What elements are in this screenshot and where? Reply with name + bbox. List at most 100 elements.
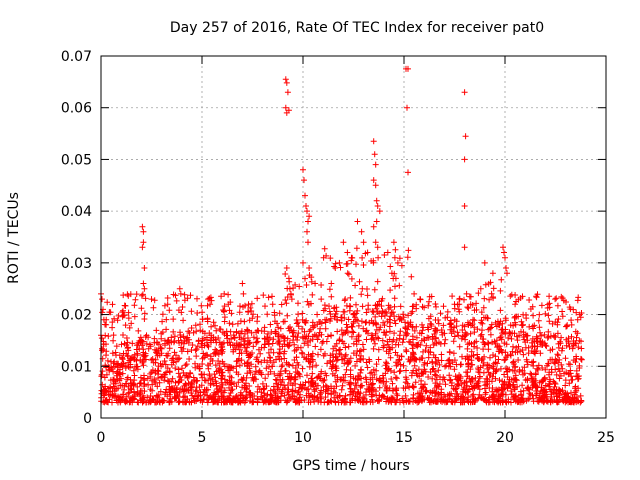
data-point	[352, 362, 359, 369]
data-point	[181, 291, 188, 298]
data-point	[374, 203, 381, 209]
data-point	[450, 350, 457, 357]
data-point	[551, 359, 558, 366]
data-point	[151, 297, 158, 304]
data-point	[193, 353, 200, 360]
data-point	[344, 270, 351, 277]
data-point	[409, 383, 416, 390]
data-point	[332, 399, 339, 406]
data-point	[346, 399, 353, 406]
data-point	[442, 336, 449, 343]
data-point	[534, 335, 541, 342]
data-point	[312, 280, 319, 287]
data-point	[303, 317, 310, 324]
x-tick-label: 15	[395, 430, 413, 446]
data-point	[282, 76, 289, 83]
data-point	[136, 380, 143, 387]
data-point	[302, 335, 309, 342]
data-point	[497, 307, 504, 314]
data-point	[481, 295, 488, 302]
data-point	[461, 384, 468, 391]
data-point	[485, 396, 492, 403]
x-tick-label: 0	[97, 430, 106, 446]
data-point	[480, 359, 487, 366]
data-point	[393, 399, 400, 406]
data-point	[416, 395, 423, 402]
data-point	[111, 315, 118, 322]
data-point	[264, 330, 271, 337]
data-point	[116, 369, 123, 376]
data-point	[490, 352, 496, 358]
data-point	[574, 373, 581, 380]
data-point	[281, 337, 287, 344]
data-point	[425, 374, 432, 380]
data-point	[305, 351, 312, 358]
data-point	[397, 367, 404, 374]
data-point	[380, 319, 387, 326]
data-point	[283, 399, 290, 406]
data-point	[492, 359, 499, 366]
data-point	[467, 330, 474, 337]
data-point	[244, 327, 251, 334]
data-point	[570, 357, 577, 364]
data-point	[245, 309, 252, 315]
data-point	[566, 370, 573, 377]
data-point	[554, 302, 561, 309]
data-point	[558, 293, 565, 300]
data-point	[102, 321, 108, 328]
data-point	[525, 350, 532, 357]
data-point	[303, 203, 309, 209]
data-point	[334, 317, 341, 323]
data-point	[426, 298, 432, 305]
data-point	[400, 362, 407, 369]
data-point	[497, 392, 504, 399]
data-point	[317, 319, 324, 325]
data-point	[392, 349, 399, 356]
data-point	[410, 391, 417, 398]
data-point	[166, 307, 173, 314]
data-point	[522, 344, 529, 351]
data-point	[176, 355, 183, 362]
data-point	[292, 365, 299, 371]
data-point	[530, 359, 537, 366]
data-point	[407, 357, 414, 364]
data-point	[423, 387, 430, 394]
data-point	[467, 366, 474, 373]
data-point	[260, 399, 267, 406]
data-point	[419, 327, 426, 334]
data-point	[551, 383, 558, 390]
data-point	[98, 335, 105, 342]
data-point	[563, 299, 569, 305]
data-point	[538, 332, 545, 339]
data-point	[334, 328, 341, 335]
data-point	[461, 323, 468, 330]
data-point	[143, 340, 150, 347]
data-point	[141, 265, 148, 271]
data-point	[221, 308, 227, 315]
data-point	[411, 355, 418, 362]
data-point	[342, 377, 348, 384]
data-point	[152, 356, 159, 363]
data-point	[257, 350, 264, 357]
data-point	[328, 332, 335, 339]
data-point	[382, 309, 388, 315]
data-point	[571, 395, 578, 402]
data-point	[360, 395, 366, 402]
data-point	[229, 386, 236, 393]
data-point	[418, 377, 425, 384]
data-point	[535, 366, 541, 373]
data-point	[192, 388, 199, 395]
data-point	[461, 296, 467, 303]
data-point	[323, 383, 330, 390]
data-point	[147, 398, 154, 405]
data-point	[261, 324, 268, 331]
data-point	[226, 367, 233, 374]
data-point	[548, 369, 555, 376]
data-point	[534, 398, 541, 405]
data-point	[462, 133, 469, 140]
data-point	[110, 332, 117, 339]
data-point	[405, 312, 412, 319]
data-point	[245, 352, 252, 359]
data-point	[345, 316, 352, 323]
data-point	[295, 330, 302, 337]
